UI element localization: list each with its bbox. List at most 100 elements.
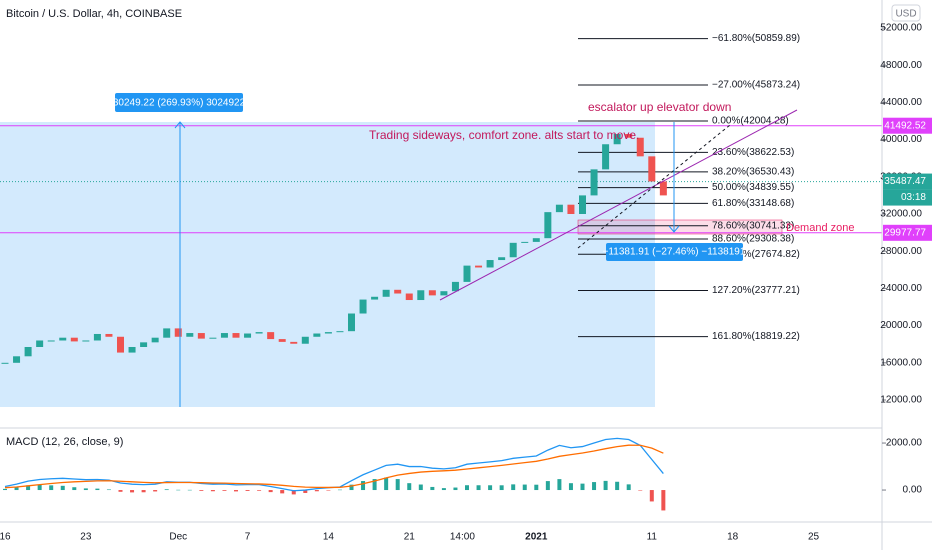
candle [405,293,413,301]
macd-hist-bar [268,490,273,493]
candle [625,134,633,138]
y-tick-label: 20000.00 [880,320,922,331]
macd-hist-bar [395,479,400,491]
macd-hist-bar [488,485,493,491]
macd-hist-bar [303,490,308,493]
macd-hist-bar [49,485,54,491]
fib-label: 100.00%(27674.82) [712,249,800,260]
macd-hist-bar [14,487,19,491]
macd-hist-bar [638,490,643,491]
macd-hist-bar [106,489,111,491]
macd-hist-bar [361,481,366,491]
candle [209,337,217,339]
x-tick-label: 21 [404,532,416,543]
candle [232,333,240,338]
note: escalator up elevator down [588,100,731,114]
macd-hist-bar [441,488,446,491]
candle [348,313,355,332]
measure-arrow [668,225,680,233]
x-tick-label: 7 [245,532,251,543]
macd-hist-bar [337,489,342,491]
candle [590,169,598,196]
marks-layer [1,134,667,511]
countdown-label: 03:18 [901,192,926,203]
macd-hist-bar [407,483,412,491]
note: Trading sideways, comfort zone. alts sta… [369,128,639,142]
candle [174,328,182,337]
candle [371,296,379,300]
macd-hist-bar [72,487,77,491]
macd-hist-bar [511,484,516,491]
macd-hist-bar [476,485,481,491]
fib-label: 88.60%(29308.38) [712,234,794,245]
fib-label: 50.00%(34839.55) [712,182,794,193]
y-tick-label: 48000.00 [880,60,922,71]
macd-hist-bar [372,479,377,491]
y-tick-label: 24000.00 [880,283,922,294]
candle [382,289,390,297]
macd-hist-bar [141,490,146,493]
macd-hist-bar [384,477,389,491]
macd-hist-bar [222,490,227,491]
y-tick-label: 44000.00 [880,97,922,108]
y-tick-label: 2000.00 [886,438,923,449]
currency-label[interactable]: USD [895,9,916,20]
x-tick-label: 18 [727,532,739,543]
macd-hist-bar [499,485,504,491]
candle [186,333,194,337]
macd-hist-bar [130,490,135,493]
measure-label: −11381.91 (−27.46%) −1138191 [603,247,746,258]
candle [151,337,159,343]
candle [648,156,656,182]
macd-hist-bar [280,490,285,494]
measure-arrow [174,121,186,129]
candle [417,290,425,301]
candle [544,212,552,239]
fib-label: 0.00%(42004.28) [712,116,789,127]
macd-hist-bar [176,489,181,491]
currency-button[interactable] [891,4,921,22]
y-tick-label: 0.00 [903,485,923,496]
candle [440,291,448,296]
candle [267,332,275,340]
chart-title: Bitcoin / U.S. Dollar, 4h, COINBASE [6,8,182,20]
candle [324,332,332,334]
candle [579,195,586,214]
candle [278,339,286,342]
macd-hist-bar [568,483,573,491]
fib-label: 127.20%(23777.21) [712,285,800,296]
macd-signal-line [4,444,664,489]
candle [93,333,101,341]
candle [636,137,644,157]
x-tick-label: 14 [323,532,335,543]
macd-hist-bar [291,490,296,495]
macd-hist-bar [534,484,539,491]
y-tick-label: 16000.00 [880,357,922,368]
candle [428,290,436,296]
measure-label-box [115,93,243,112]
candle [117,336,124,353]
macd-hist-bar [210,490,215,492]
measure-box [0,122,655,407]
fib-label: 78.60%(30741.33) [712,220,794,231]
candle [36,340,44,347]
x-tick-label: 16 [0,532,11,543]
macd-hist-bar [557,479,562,491]
x-tick-label: 14:00 [450,532,475,543]
candle [336,331,344,333]
candle [613,134,621,145]
candle [359,299,367,314]
candle [59,337,67,341]
y-tick-label: 12000.00 [880,395,922,406]
candle [163,328,171,338]
macd-hist-bar [418,484,423,491]
macd-hist-bar [83,488,88,491]
candle [313,333,321,337]
candle [394,289,402,294]
y-tick-label: 52000.00 [880,23,922,34]
candle [255,332,263,334]
candle [509,242,517,258]
background-layer: −61.80%(50859.89) −27.00%(45873.24) 0.00%(… [0,33,882,407]
candle [197,333,205,339]
